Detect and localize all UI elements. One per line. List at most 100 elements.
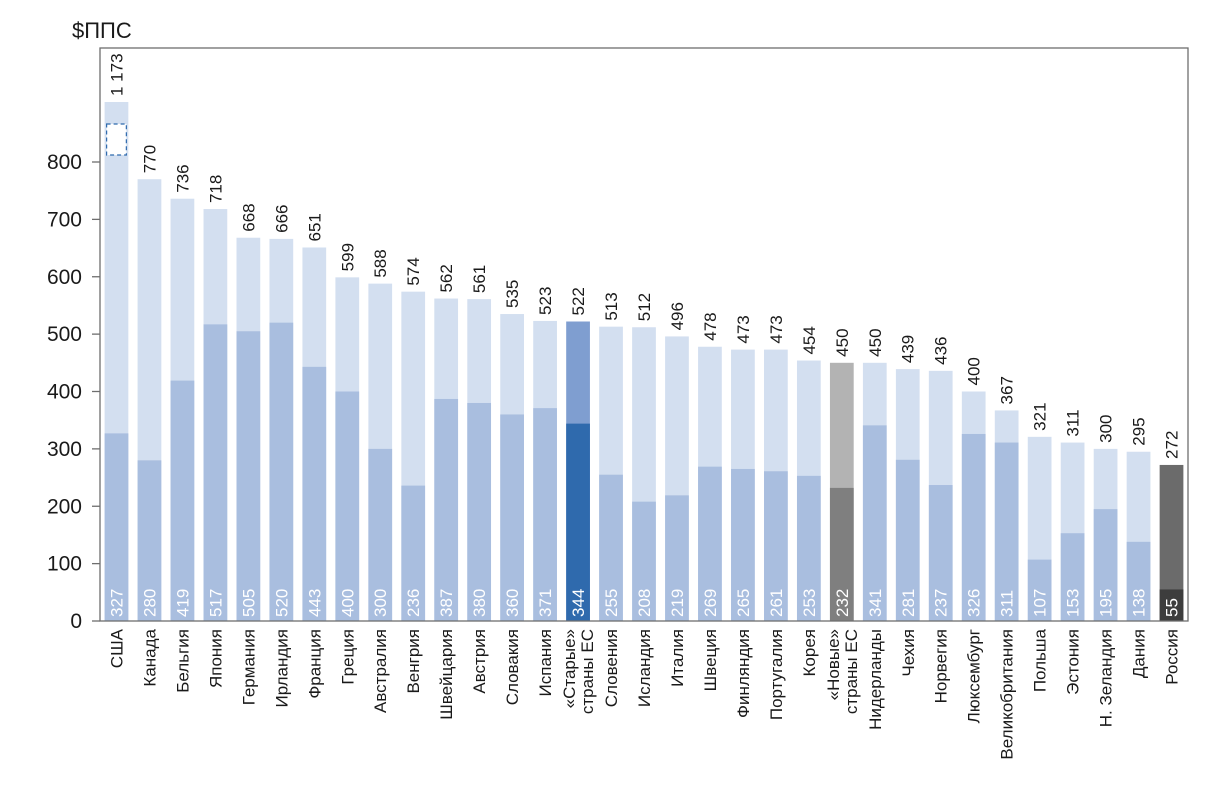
bar-inner <box>137 460 162 621</box>
bar-inner <box>994 442 1019 621</box>
category-label: Н. Зеландия <box>1097 629 1116 727</box>
inner-value-label: 237 <box>932 589 951 617</box>
category-label: Люксембург <box>965 629 984 723</box>
inner-value-label: 261 <box>767 589 786 617</box>
inner-value-label: 419 <box>173 589 192 617</box>
category-label: страны ЕС <box>578 629 597 714</box>
bar-inner <box>170 380 195 621</box>
y-tick-label: 700 <box>47 208 82 231</box>
category-label: Ирландия <box>272 629 291 707</box>
category-label: Венгрия <box>404 629 423 694</box>
axis-break-marker <box>106 123 127 156</box>
bar-inner <box>203 324 228 621</box>
total-value-label: 295 <box>1130 417 1149 445</box>
inner-value-label: 300 <box>371 589 390 617</box>
category-label: «Новые» <box>824 629 843 700</box>
y-tick-label: 500 <box>47 323 82 346</box>
total-value-label: 496 <box>668 302 687 330</box>
category-label: Швейцария <box>437 629 456 720</box>
inner-value-label: 281 <box>899 589 918 617</box>
bar-inner <box>928 485 953 621</box>
category-label: Нидерланды <box>866 629 885 730</box>
bar-inner <box>961 433 986 621</box>
bar-total <box>1159 464 1184 621</box>
total-value-label: 439 <box>899 335 918 363</box>
total-value-label: 513 <box>602 292 621 320</box>
total-value-label: 651 <box>305 213 324 241</box>
inner-value-label: 341 <box>866 589 885 617</box>
total-value-label: 523 <box>536 287 555 315</box>
inner-value-label: 505 <box>239 589 258 617</box>
category-label: Исландия <box>635 629 654 707</box>
bar-inner <box>1027 559 1052 621</box>
category-label: Чехия <box>899 629 918 677</box>
category-label: Япония <box>206 629 225 688</box>
inner-value-label: 253 <box>800 589 819 617</box>
bar-inner <box>104 433 129 621</box>
bar-inner <box>764 471 788 621</box>
category-label: Дания <box>1130 629 1149 678</box>
total-value-label: 300 <box>1097 415 1116 443</box>
y-axis: 0 100 200 300 400 500 600 700 800 <box>47 151 100 633</box>
bar-inner <box>1126 541 1151 621</box>
bar-inner <box>269 322 294 621</box>
category-labels-group: США Канада Бельгия Япония Германия Ирландия Фр… <box>107 628 1181 759</box>
category-label: Франция <box>305 629 324 699</box>
y-tick-label: 100 <box>47 553 82 576</box>
total-value-label: 736 <box>173 164 192 192</box>
bar-inner <box>401 485 426 621</box>
inner-value-label: 232 <box>833 589 852 617</box>
total-value-label: 522 <box>569 287 588 315</box>
category-label: Словакия <box>503 629 522 705</box>
bar-inner <box>731 468 755 621</box>
category-label: Словения <box>602 629 621 707</box>
y-tick-label: 200 <box>47 495 82 518</box>
bar-inner <box>895 459 920 621</box>
category-label: Австралия <box>371 629 390 713</box>
total-value-label: 436 <box>932 336 951 364</box>
total-value-label: 400 <box>965 357 984 385</box>
category-label: США <box>107 628 126 668</box>
category-label: «Старые» <box>560 629 579 708</box>
inner-value-label: 387 <box>437 589 456 617</box>
total-value-label: 321 <box>1031 402 1050 430</box>
bar-inner <box>665 495 689 621</box>
total-value-label: 272 <box>1163 431 1182 459</box>
total-value-label: 311 <box>1064 409 1083 436</box>
inner-value-label: 360 <box>503 589 522 617</box>
bar-inner <box>599 474 623 621</box>
total-value-label: 473 <box>767 315 786 343</box>
bar-inner <box>566 423 590 621</box>
inner-value-label: 371 <box>536 589 555 617</box>
inner-value-label: 255 <box>602 589 621 617</box>
bar-inner <box>829 487 854 621</box>
inner-value-label: 219 <box>668 589 687 617</box>
total-value-label: 770 <box>140 145 159 173</box>
inner-labels-group: 327 280 419 517 505 520 443 400 300 236 387 380 360 3… <box>107 589 1181 617</box>
inner-value-label: 400 <box>338 589 357 617</box>
inner-value-label: 311 <box>998 590 1017 617</box>
inner-value-label: 265 <box>734 589 753 617</box>
category-label: Корея <box>800 629 819 676</box>
inner-value-label: 326 <box>965 589 984 617</box>
inner-value-label: 55 <box>1163 598 1182 617</box>
category-label: Польша <box>1031 628 1050 692</box>
bar-inner <box>533 408 557 621</box>
total-value-label: 562 <box>437 264 456 292</box>
inner-value-label: 195 <box>1097 589 1116 617</box>
category-label: Эстония <box>1064 629 1083 695</box>
bar-inner <box>368 448 393 621</box>
inner-value-label: 236 <box>404 589 423 617</box>
bar-inner <box>434 398 459 621</box>
plot-frame <box>99 47 1189 622</box>
inner-value-label: 327 <box>107 589 126 617</box>
inner-value-label: 517 <box>206 589 225 617</box>
bar-inner <box>500 414 524 621</box>
bar-inner <box>1060 533 1085 621</box>
category-label: Канада <box>140 628 159 686</box>
category-label: Греция <box>338 629 357 685</box>
total-value-label: 668 <box>239 203 258 231</box>
total-value-label: 473 <box>734 315 753 343</box>
bar-inner <box>632 501 656 621</box>
